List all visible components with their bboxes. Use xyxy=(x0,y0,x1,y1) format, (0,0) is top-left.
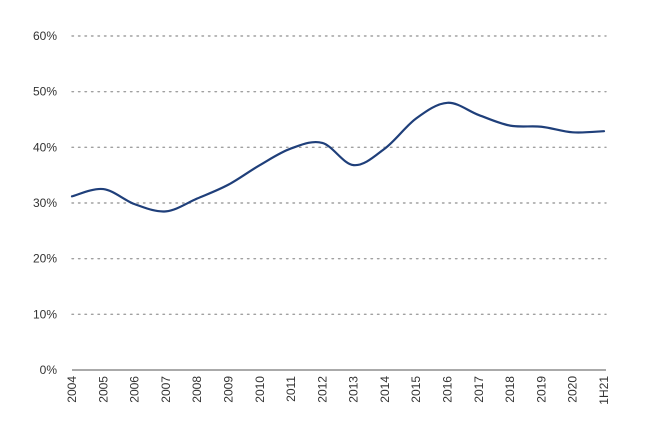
data-point-1H21 xyxy=(602,129,606,133)
series-line-0 xyxy=(70,101,606,213)
y-tick-label: 30% xyxy=(33,196,57,210)
data-point-2017 xyxy=(477,113,481,117)
data-point-2006 xyxy=(133,202,137,206)
data-point-2008 xyxy=(195,197,199,201)
x-tick-label: 2017 xyxy=(472,376,486,403)
x-tick-label: 2016 xyxy=(441,376,455,403)
y-tick-label: 50% xyxy=(33,85,57,99)
data-point-2019 xyxy=(539,125,543,129)
data-point-2004 xyxy=(70,194,74,198)
data-point-2013 xyxy=(352,163,356,167)
x-tick-label: 2020 xyxy=(566,376,580,403)
data-point-2007 xyxy=(164,209,168,213)
x-tick-label: 2013 xyxy=(347,376,361,403)
data-point-2016 xyxy=(446,101,450,105)
y-tick-label: 60% xyxy=(33,29,57,43)
y-axis: 0% 10% 20% 30% 40% 50% 60% xyxy=(33,29,57,377)
y-tick-label: 20% xyxy=(33,252,57,266)
x-tick-label: 1H21 xyxy=(597,376,611,405)
data-point-2020 xyxy=(571,130,575,134)
y-tick-label: 0% xyxy=(40,363,58,377)
data-point-2005 xyxy=(101,187,105,191)
x-tick-label: 2004 xyxy=(65,376,79,403)
y-tick-label: 10% xyxy=(33,307,57,321)
data-point-2009 xyxy=(226,183,230,187)
x-tick-label: 2006 xyxy=(128,376,142,403)
data-point-2015 xyxy=(414,116,418,120)
data-point-2018 xyxy=(508,124,512,128)
data-point-2010 xyxy=(258,163,262,167)
x-tick-label: 2008 xyxy=(190,376,204,403)
x-tick-label: 2018 xyxy=(503,376,517,403)
data-point-2012 xyxy=(320,141,324,145)
data-point-2011 xyxy=(289,146,293,150)
x-tick-label: 2010 xyxy=(253,376,267,403)
x-tick-label: 2012 xyxy=(315,376,329,403)
x-tick-label: 2007 xyxy=(159,376,173,403)
x-tick-label: 2015 xyxy=(409,376,423,403)
grid-lines xyxy=(71,35,607,371)
data-point-2014 xyxy=(383,146,387,150)
x-tick-label: 2014 xyxy=(378,376,392,403)
x-tick-label: 2005 xyxy=(96,376,110,403)
x-tick-label: 2011 xyxy=(284,376,298,402)
y-tick-label: 40% xyxy=(33,140,57,154)
x-tick-label: 2009 xyxy=(221,376,235,403)
series-layer xyxy=(70,101,606,213)
x-axis: 2004 2005 2006 2007 2008 2009 2010 2011 2012 2013… xyxy=(65,376,611,405)
x-tick-label: 2019 xyxy=(534,376,548,403)
